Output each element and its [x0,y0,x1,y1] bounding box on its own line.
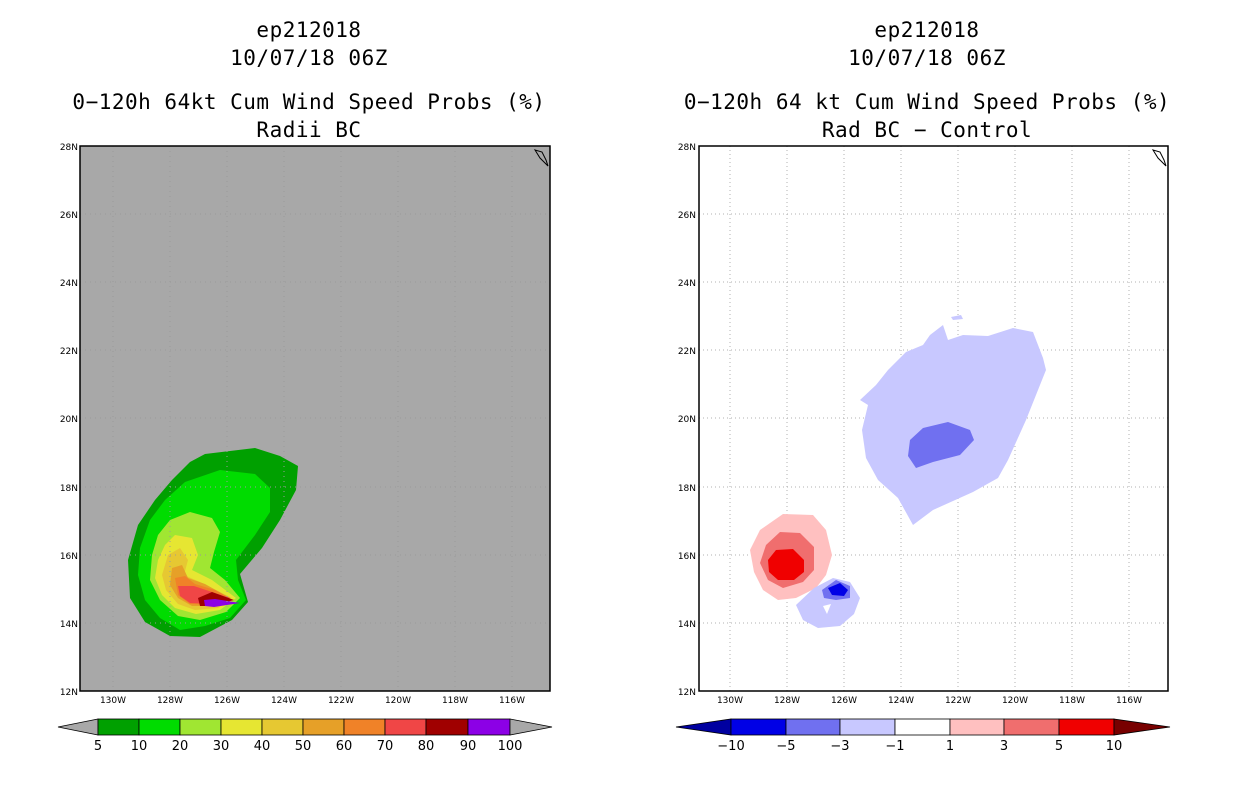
left-legend-label: 70 [377,739,394,754]
left-legend-label: 60 [336,739,353,754]
left-legend-label: 20 [172,739,189,754]
right-legend-label: −5 [776,739,795,754]
right-lon-label: 118W [1059,696,1085,706]
right-lat-label: 20N [678,415,696,425]
right-lat-label: 14N [678,620,696,630]
left-legend-label: 90 [460,739,477,754]
right-colorbar-bin [894,718,951,736]
right-legend-label: 5 [1055,739,1063,754]
left-title: 0−120h 64kt Cum Wind Speed Probs (%) [72,90,546,114]
left-colorbar-bin [179,718,222,736]
right-legend-label: 3 [1000,739,1008,754]
right-lat-label: 16N [678,552,696,562]
left-lon-label: 128W [157,696,183,706]
right-lat-label: 28N [678,143,696,153]
left-lat-label: 28N [60,143,78,153]
left-colorbar-bin [97,718,140,736]
right-lon-label: 130W [717,696,743,706]
right-lon-label: 126W [831,696,857,706]
left-lat-label: 26N [60,211,78,221]
diff-neg-1-hole [823,604,831,614]
left-map-frame [79,145,551,692]
left-lat-label: 24N [60,279,78,289]
left-lon-label: 120W [385,696,411,706]
left-lat-label: 20N [60,415,78,425]
left-lat-label: 16N [60,552,78,562]
right-coastline [1151,149,1167,167]
right-title: 0−120h 64 kt Cum Wind Speed Probs (%) [683,90,1171,114]
right-legend-label: −1 [885,739,904,754]
diff-neg-5-small [828,583,848,596]
right-colorbar-bin [730,718,787,736]
right-datetime: 10/07/18 06Z [848,46,1006,70]
left-colorbar-bin [261,718,304,736]
diff-neg-1-speck [951,315,963,320]
right-lat-label: 24N [678,279,696,289]
left-legend-label: 30 [213,739,230,754]
right-lat-label: 22N [678,347,696,357]
left-colorbar-bin [138,718,181,736]
right-lon-label: 122W [945,696,971,706]
right-panel: ep212018 10/07/18 06Z 0−120h 64 kt Cum W… [618,0,1236,800]
left-colorbar-bin [467,718,511,736]
right-legend-label: −3 [830,739,849,754]
left-lon-label: 116W [499,696,525,706]
left-legend-label: 50 [295,739,312,754]
right-legend-label: 10 [1106,739,1123,754]
right-colorbar-low-arrow [675,718,732,736]
right-legend-label: −10 [717,739,744,754]
right-map: 28N 26N 24N 22N 20N 18N 16N 14N 12N 130W… [675,143,1171,754]
left-storm-id: ep212018 [256,18,362,42]
left-legend-label: 100 [498,739,523,754]
left-lat-label: 18N [60,484,78,494]
right-lon-label: 124W [888,696,914,706]
right-lat-label: 18N [678,484,696,494]
right-colorbar-high-arrow [1113,718,1171,736]
right-colorbar-bin [785,718,841,736]
right-lat-label: 26N [678,211,696,221]
left-lon-label: 118W [442,696,468,706]
diff-neg-3-core [908,422,974,468]
left-colorbar [57,718,553,736]
left-lon-label: 126W [214,696,240,706]
left-datetime: 10/07/18 06Z [230,46,388,70]
left-legend-label: 5 [94,739,102,754]
right-map-frame [698,145,1169,692]
right-subtitle: Rad BC − Control [821,118,1033,142]
right-colorbar [675,718,1171,736]
left-lat-label: 14N [60,620,78,630]
right-legend-label: 1 [946,739,954,754]
left-colorbar-bin [384,718,427,736]
right-lon-label: 116W [1116,696,1142,706]
left-colorbar-bin [302,718,345,736]
left-lat-label: 22N [60,347,78,357]
left-colorbar-high-arrow [509,718,553,736]
left-colorbar-low-arrow [57,718,99,736]
right-colorbar-bin [1058,718,1115,736]
left-lon-label: 130W [100,696,126,706]
left-lon-label: 122W [328,696,354,706]
left-panel: ep212018 10/07/18 06Z 0−120h 64kt Cum Wi… [57,18,553,754]
contour-90 [204,599,240,607]
left-grid [80,146,550,691]
left-legend-label: 40 [254,739,271,754]
left-colorbar-bin [425,718,469,736]
left-subtitle: Radii BC [256,118,362,142]
right-lon-label: 120W [1002,696,1028,706]
left-colorbar-bin [220,718,263,736]
right-lat-label: 12N [678,688,696,698]
left-map: 28N 26N 24N 22N 20N 18N 16N 14N 12N 130W… [57,143,553,754]
right-colorbar-bin [1003,718,1060,736]
diff-pos-5 [768,549,804,580]
left-legend-label: 10 [131,739,148,754]
left-coastline [533,149,549,167]
left-lat-label: 12N [60,688,78,698]
left-lon-label: 124W [271,696,297,706]
left-legend-label: 80 [418,739,435,754]
right-lon-label: 128W [774,696,800,706]
left-colorbar-bin [343,718,386,736]
right-storm-id: ep212018 [874,18,980,42]
right-colorbar-bin [949,718,1005,736]
right-colorbar-bin [839,718,896,736]
